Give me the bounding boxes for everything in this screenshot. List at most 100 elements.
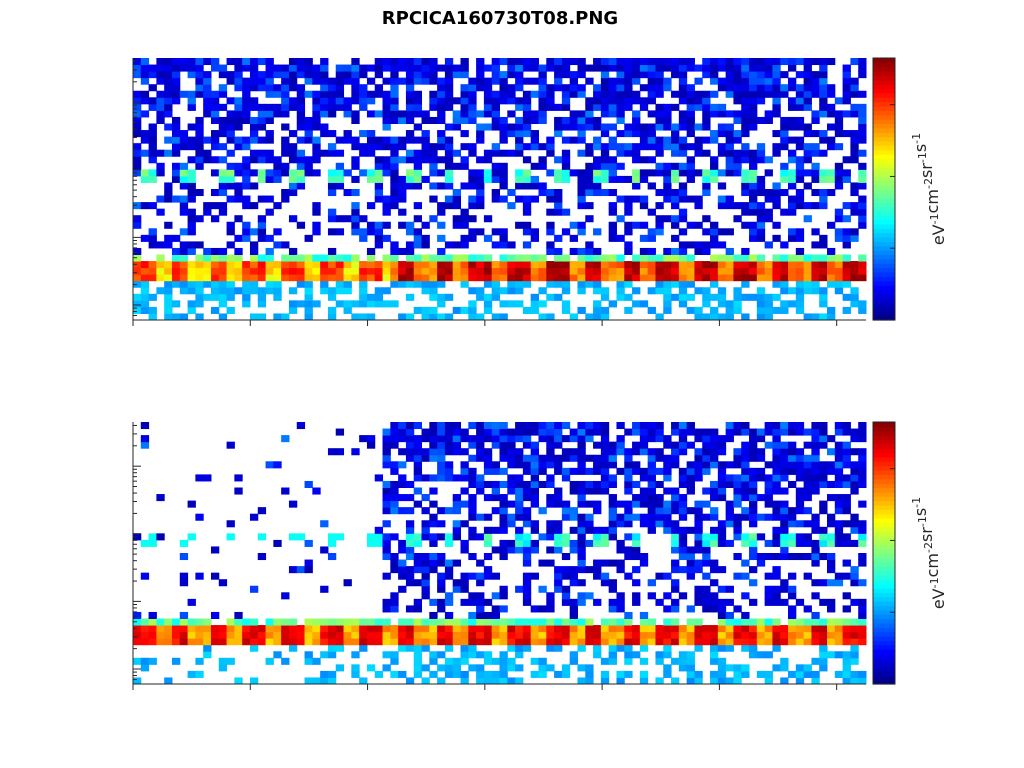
heatmap-cell [749, 625, 758, 633]
colorbar-segment [873, 609, 895, 615]
heatmap-cell [374, 110, 384, 118]
heatmap-cell [460, 208, 469, 216]
heatmap-cell [187, 625, 196, 633]
colorbar-segment [873, 223, 895, 229]
heatmap-cell [382, 618, 391, 626]
heatmap-cell [632, 566, 641, 574]
heatmap-cell [522, 487, 532, 495]
heatmap-cell [694, 559, 703, 567]
heatmap-cell [148, 156, 157, 164]
heatmap-cell [390, 149, 399, 157]
spectrogram-cells [133, 58, 867, 321]
heatmap-cell [413, 454, 423, 462]
heatmap-cell [405, 605, 415, 613]
heatmap-cell [437, 143, 446, 151]
heatmap-cell [218, 280, 228, 288]
heatmap-cell [312, 300, 321, 308]
heatmap-cell [624, 513, 633, 521]
heatmap-cell [842, 84, 851, 92]
heatmap-cell [491, 64, 500, 72]
heatmap-cell [265, 261, 274, 269]
heatmap-cell [561, 638, 571, 646]
heatmap-cell [476, 261, 485, 269]
heatmap-cell [647, 71, 656, 79]
heatmap-cell [507, 474, 516, 482]
heatmap-cell [616, 58, 625, 66]
heatmap-cell [522, 644, 532, 652]
heatmap-cell [499, 539, 508, 547]
heatmap-cell [600, 77, 610, 85]
heatmap-cell [437, 234, 446, 242]
heatmap-cell [133, 162, 142, 170]
heatmap-cell [281, 261, 290, 269]
heatmap-cell [491, 169, 500, 177]
heatmap-cell [749, 58, 758, 66]
heatmap-cell [218, 169, 228, 177]
heatmap-cell [678, 638, 688, 646]
heatmap-cell [296, 625, 306, 633]
heatmap-cell [273, 261, 282, 269]
heatmap-cell [702, 605, 711, 613]
heatmap-cell [288, 182, 298, 190]
heatmap-cell [842, 494, 851, 502]
colorbar-segment [873, 280, 895, 286]
heatmap-cell [717, 287, 727, 295]
heatmap-cell [405, 618, 415, 626]
colorbar-segment [873, 184, 895, 190]
heatmap-cell [327, 110, 337, 118]
colorbar-segment [873, 483, 895, 489]
heatmap-cell [320, 287, 329, 295]
heatmap-cell [639, 677, 649, 685]
heatmap-cell [741, 77, 750, 85]
heatmap-cell [359, 631, 368, 639]
heatmap-cell [686, 625, 695, 633]
heatmap-cell [242, 97, 251, 105]
heatmap-cell [569, 247, 578, 255]
heatmap-cell [249, 202, 259, 210]
heatmap-cell [171, 143, 181, 151]
heatmap-cell [624, 261, 633, 269]
heatmap-cell [608, 585, 617, 593]
heatmap-cell [639, 143, 649, 151]
heatmap-cell [546, 189, 555, 197]
heatmap-cell [749, 480, 758, 488]
heatmap-cell [834, 97, 844, 105]
heatmap-cell [827, 598, 836, 606]
heatmap-cell [452, 64, 462, 72]
heatmap-cell [546, 598, 555, 606]
heatmap-cell [577, 175, 586, 183]
heatmap-cell [335, 71, 345, 79]
heatmap-cell [561, 149, 571, 157]
heatmap-cell [647, 592, 656, 600]
heatmap-cell [390, 592, 399, 600]
heatmap-cell [803, 130, 812, 138]
heatmap-cell [429, 435, 438, 443]
heatmap-cell [694, 638, 703, 646]
heatmap-cell [741, 189, 750, 197]
heatmap-cell [600, 474, 610, 482]
heatmap-cell [795, 247, 805, 255]
heatmap-cell [140, 267, 150, 275]
heatmap-cell [148, 274, 157, 282]
heatmap-cell [203, 90, 212, 98]
heatmap-cell [561, 467, 571, 475]
heatmap-cell [694, 306, 703, 314]
heatmap-cell [546, 644, 555, 652]
heatmap-cell [780, 287, 789, 295]
heatmap-cell [717, 182, 727, 190]
heatmap-cell [694, 592, 703, 600]
heatmap-cell [842, 677, 851, 685]
heatmap-cell [733, 136, 742, 144]
heatmap-cell [850, 520, 859, 528]
heatmap-cell [554, 566, 563, 574]
heatmap-cell [382, 103, 391, 111]
heatmap-cell [452, 241, 462, 249]
heatmap-cell [437, 559, 446, 567]
heatmap-cell [842, 261, 851, 269]
heatmap-cell [624, 97, 633, 105]
heatmap-cell [366, 267, 376, 275]
heatmap-cell [413, 487, 423, 495]
heatmap-cell [671, 175, 680, 183]
heatmap-cell [382, 487, 391, 495]
heatmap-cell [850, 513, 859, 521]
